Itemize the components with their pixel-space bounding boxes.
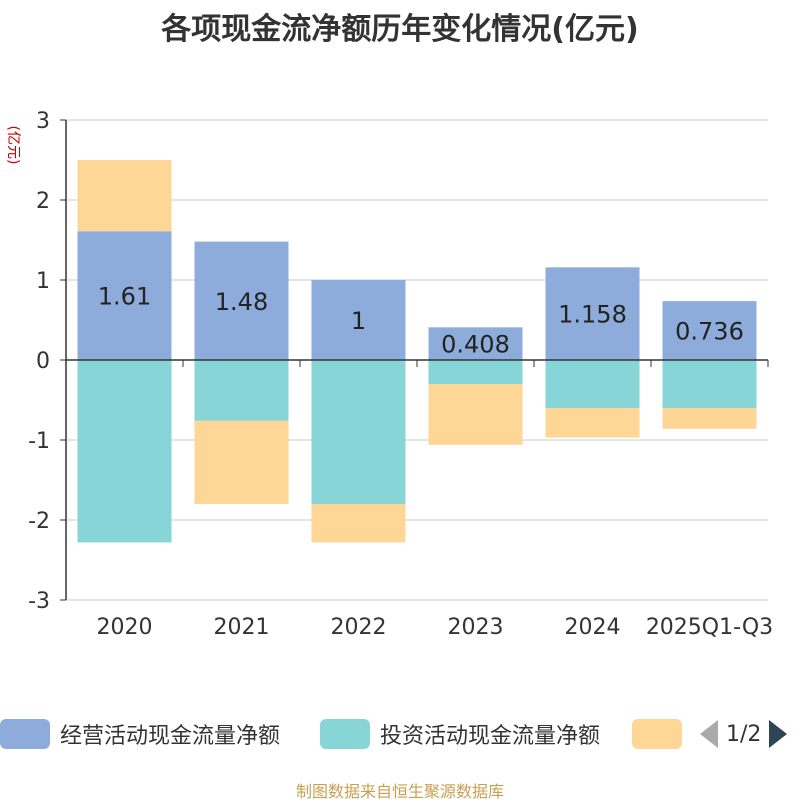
- bar-operating-2024: [545, 267, 640, 360]
- bar-investing-2022: [311, 360, 406, 504]
- legend-swatch-operating: [0, 719, 50, 749]
- bar-investing-2021: [194, 360, 289, 421]
- y-tick-label: 2: [36, 189, 50, 214]
- bar-financing-2023: [428, 384, 523, 445]
- legend-next-icon[interactable]: [769, 720, 788, 748]
- y-axis-label: (亿元): [5, 126, 21, 165]
- legend-prev-icon[interactable]: [700, 720, 718, 748]
- bar-investing-2024: [545, 360, 640, 408]
- data-label: 1.48: [215, 288, 268, 316]
- x-tick-label: 2020: [97, 615, 153, 640]
- legend-item-operating[interactable]: 经营活动现金流量净额: [0, 716, 280, 752]
- data-label: 1.158: [558, 301, 627, 329]
- bar-financing-2025Q1-Q3: [662, 408, 757, 429]
- data-label: 1: [351, 307, 366, 335]
- legend-item-investing[interactable]: 投资活动现金流量净额: [320, 716, 600, 752]
- chart-title: 各项现金流净额历年变化情况(亿元): [161, 12, 639, 47]
- chart-area: -3 -2 -1 0 1 2 3 (亿元) 1.61 1.48 1 0.408 1.158 0.736 20…: [5, 109, 773, 640]
- legend: 经营活动现金流量净额 投资活动现金流量净额: [0, 716, 800, 756]
- bar-investing-2023: [428, 360, 523, 384]
- legend-item-financing[interactable]: [632, 716, 682, 752]
- x-tick-label: 2022: [331, 615, 387, 640]
- x-tick-label: 2025Q1-Q3: [646, 615, 773, 640]
- bar-operating-2023: [428, 327, 523, 360]
- y-tick-label: 3: [36, 109, 50, 134]
- y-tick-label: -2: [28, 509, 50, 534]
- bar-financing-2021: [194, 420, 289, 504]
- bar-financing-2024: [545, 408, 640, 438]
- bar-investing-2025Q1-Q3: [662, 360, 757, 408]
- legend-page-indicator: 1/2: [726, 721, 762, 747]
- data-label: 0.736: [675, 318, 744, 346]
- bar-financing-2020: [77, 160, 172, 232]
- y-tick-label: -1: [28, 429, 50, 454]
- legend-label-operating: 经营活动现金流量净额: [60, 724, 281, 749]
- legend-swatch-investing: [320, 719, 370, 749]
- legend-swatch-financing: [632, 719, 682, 749]
- bar-investing-2020: [77, 360, 172, 543]
- source-note: 制图数据来自恒生聚源数据库: [295, 782, 504, 801]
- data-label: 1.61: [98, 283, 151, 311]
- x-tick-label: 2021: [214, 615, 270, 640]
- legend-pager: 1/2: [700, 716, 788, 752]
- legend-label-investing: 投资活动现金流量净额: [380, 724, 601, 749]
- y-tick-label: 0: [36, 349, 50, 374]
- bar-operating-2025Q1-Q3: [662, 301, 757, 360]
- x-tick-label: 2023: [448, 615, 504, 640]
- y-tick-label: -3: [28, 589, 50, 614]
- bar-operating-2020: [77, 231, 172, 360]
- x-tick-label: 2024: [565, 615, 621, 640]
- y-tick-label: 1: [36, 269, 50, 294]
- data-label: 0.408: [441, 331, 510, 359]
- bar-operating-2022: [311, 280, 406, 360]
- bar-operating-2021: [194, 241, 289, 360]
- bar-financing-2022: [311, 504, 406, 543]
